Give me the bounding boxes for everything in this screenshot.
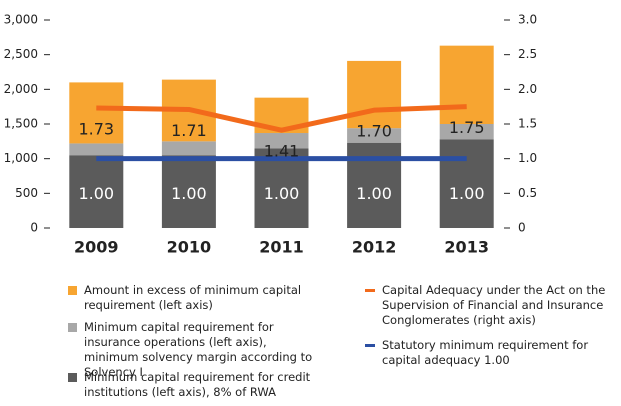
y-tick-label: 1,000 [4,151,38,165]
x-tick-label: 2009 [74,238,119,257]
legend-item: Capital Adequacy under the Act on the Su… [365,283,615,328]
y2-tick-label: 0.5 [518,186,537,200]
legend-item: Amount in excess of minimum capital requ… [68,283,323,313]
data-label: 1.71 [171,121,207,140]
data-label: 1.70 [356,122,392,141]
bar [161,155,216,228]
bar [254,133,309,149]
data-label: 1.41 [264,142,300,161]
legend-text: Minimum capital requirement for insuranc… [84,320,313,379]
bar [439,124,494,140]
y2-tick-label: 2.0 [518,82,537,96]
data-label: 1.00 [356,184,392,203]
data-label: 1.75 [449,118,485,137]
y-tick-label: 0 [30,221,38,235]
data-label: 1.00 [78,184,114,203]
legend-marker [365,344,375,347]
bar [347,60,402,129]
legend-text: Statutory minimum requirement for capita… [382,338,589,367]
data-label: 1.00 [171,184,207,203]
y2-tick-label: 1.5 [518,117,537,131]
legend-marker [68,323,77,332]
x-tick-label: 2012 [352,238,397,257]
chart: 0 500 1,000 1,500 2,000 2,500 3,000 0 0.5 1.0 1.5 2… [4,13,537,257]
data-label: 1.73 [78,120,114,139]
y-tick-label: 500 [15,186,38,200]
y2-tick-label: 3.0 [518,13,537,27]
legend-item: Statutory minimum requirement for capita… [365,338,615,368]
bar [161,141,216,156]
legend-marker [365,289,375,292]
y2-tick-label: 0 [518,221,526,235]
bar [439,139,494,228]
legend-text: Minimum capital requirement for credit i… [84,370,311,399]
legend-text: Capital Adequacy under the Act on the Su… [382,283,606,327]
x-tick-label: 2013 [444,238,489,257]
bar [69,155,124,228]
bar [347,128,402,143]
y-tick-label: 3,000 [4,13,38,27]
legend-item: Minimum capital requirement for credit i… [68,370,323,400]
y-tick-label: 2,000 [4,82,38,96]
legend-item: Minimum capital requirement for insuranc… [68,320,323,380]
y2-tick-label: 2.5 [518,47,537,61]
x-tick-label: 2011 [259,238,304,257]
data-label: 1.00 [449,184,485,203]
y-tick-label: 2,500 [4,47,38,61]
legend-marker [68,286,77,295]
bar [69,82,124,144]
bar [69,143,124,156]
y-tick-label: 1,500 [4,117,38,131]
bar [254,148,309,228]
bar [439,45,494,124]
line [96,104,467,133]
x-tick-label: 2010 [167,238,212,257]
data-label: 1.00 [264,184,300,203]
legend-marker [68,373,77,382]
y2-tick-label: 1.0 [518,151,537,165]
legend-text: Amount in excess of minimum capital requ… [84,283,302,312]
